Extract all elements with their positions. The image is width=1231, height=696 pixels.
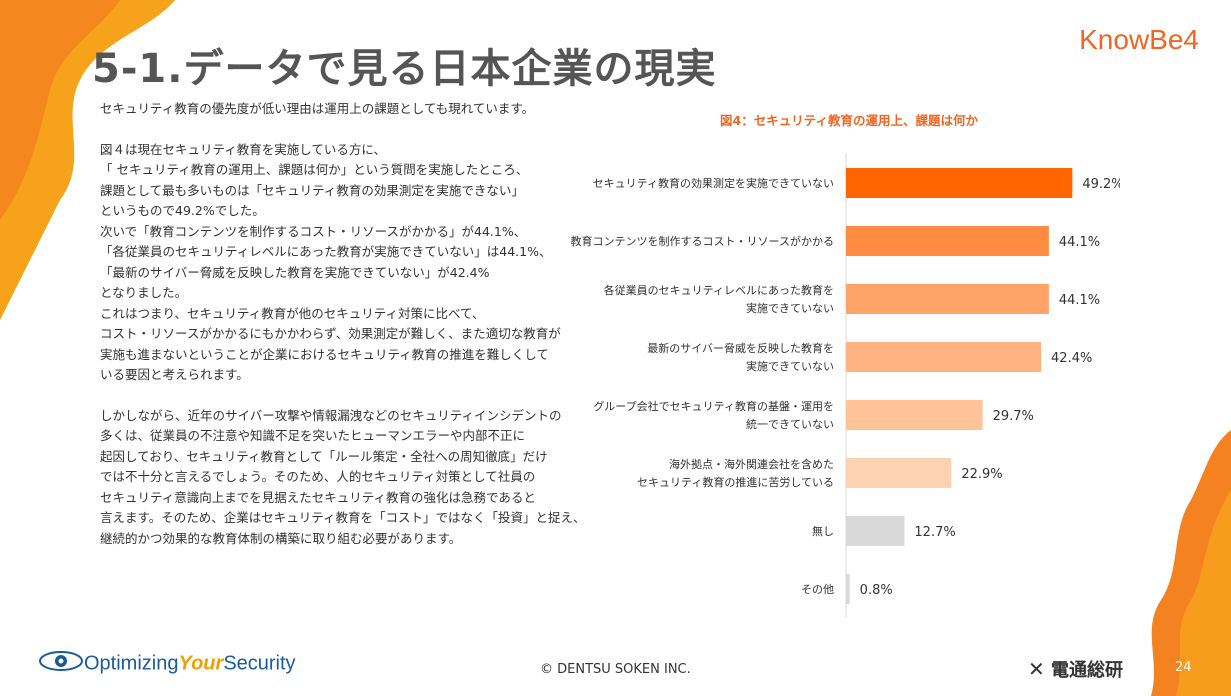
optimizing-your-security-logo: OptimizingYourSecurity	[38, 650, 296, 678]
logo-text-prefix: Optimizing	[84, 652, 179, 675]
data-label: 0.8%	[860, 583, 893, 598]
paragraph-line: 「 セキュリティ教育の運用上、課題は何か」という質問を実施したところ、	[100, 162, 529, 177]
category-label: 教育コンテンツを制作するコスト・リソースがかかる	[571, 234, 834, 248]
paragraph-line: 「各従業員のセキュリティレベルにあった教育が実施できていない」は44.1%、	[100, 244, 552, 259]
bar	[846, 226, 1049, 256]
bar	[846, 516, 905, 546]
paragraph-line: これはつまり、セキュリティ教育が他のセキュリティ対策に比べて、	[100, 305, 485, 321]
category-label: 海外拠点・海外関連会社を含めた	[669, 457, 834, 471]
category-label: セキュリティ教育の効果測定を実施できていない	[593, 176, 834, 190]
data-label: 44.1%	[1059, 293, 1100, 308]
bar	[846, 574, 850, 604]
category-label: 実施できていない	[746, 359, 834, 373]
data-label: 42.4%	[1051, 351, 1092, 366]
category-label: 実施できていない	[746, 301, 834, 315]
bar	[846, 168, 1073, 198]
paragraph-line: 起因しており、セキュリティ教育として「ルール策定・全社への周知徹底」だけ	[100, 448, 548, 464]
paragraph-line: 言えます。そのため、企業はセキュリティ教育を「コスト」ではなく「投資」と捉え、	[100, 510, 586, 525]
bar	[846, 400, 983, 430]
category-label: その他	[801, 583, 834, 596]
dentsu-soken-logo: ✕ 電通総研	[1028, 656, 1123, 682]
eye-icon	[38, 650, 84, 678]
category-label: 無し	[812, 524, 834, 538]
paragraph-line: では不十分と言えるでしょう。そのため、人的セキュリティ対策として社員の	[100, 469, 536, 484]
paragraph-intro: セキュリティ教育の優先度が低い理由は運用上の課題としても現れています。	[100, 101, 535, 116]
category-label: 最新のサイバー脅威を反映した教育を	[647, 341, 834, 355]
data-label: 29.7%	[993, 409, 1034, 424]
paragraph-line: 次いで「教育コンテンツを制作するコスト・リソースがかかる」が44.1%、	[100, 223, 527, 239]
page-title: 5-1.データで見る日本企業の現実	[92, 46, 717, 92]
paragraph-line: 継続的かつ効果的な教育体制の構築に取り組む必要があります。	[100, 530, 462, 546]
bar-chart: 49.2% セキュリティ教育の効果測定を実施できていない 44.1% 教育コンテンツを…	[571, 154, 1120, 618]
bar	[846, 342, 1042, 372]
chart-title: 図4：セキュリティ教育の運用上、課題は何か	[720, 113, 978, 128]
paragraph-line: 課題として最も多いものは「セキュリティ教育の効果測定を実施できない」	[100, 182, 524, 198]
category-label: グループ会社でセキュリティ教育の基盤・運用を	[593, 399, 834, 413]
page-number: 24	[1175, 660, 1192, 675]
paragraph-line: というもので49.2%でした。	[100, 203, 265, 218]
paragraph-line: 図４は現在セキュリティ教育を実施している方に、	[100, 141, 387, 157]
knowbe4-logo: KnowBe4	[1079, 24, 1199, 55]
paragraph-line: セキュリティ意識向上までを見据えたセキュリティ教育の強化は急務であると	[100, 489, 536, 505]
paragraph-line: コスト・リソースがかかるにもかかわらず、効果測定が難しく、また適切な教育が	[100, 326, 561, 341]
data-label: 49.2%	[1082, 177, 1120, 192]
paragraph-line: 多くは、従業員の不注意や知識不足を突いたヒューマンエラーや内部不正に	[100, 428, 526, 443]
paragraph-line: いる要因と考えられます。	[100, 367, 249, 382]
paragraph-line: 実施も進まないということが企業におけるセキュリティ教育の推進を難しくして	[100, 346, 549, 362]
paragraph-line: しかしながら、近年のサイバー攻撃や情報漏洩などのセキュリティインシデントの	[100, 407, 562, 423]
x-mark-icon: ✕	[1028, 657, 1045, 681]
bar	[846, 458, 952, 488]
copyright: © DENTSU SOKEN INC.	[540, 662, 691, 677]
decorative-blob-bottom-right	[1151, 430, 1231, 696]
data-label: 12.7%	[914, 525, 955, 540]
category-label: セキュリティ教育の推進に苦労している	[637, 475, 834, 489]
logo-text-your: Your	[178, 652, 224, 675]
bar	[846, 284, 1049, 314]
body-text: セキュリティ教育の優先度が低い理由は運用上の課題としても現れています。 図４は現…	[100, 99, 586, 550]
category-label: 各従業員のセキュリティレベルにあった教育を	[604, 283, 834, 297]
company-name: 電通総研	[1051, 660, 1124, 681]
paragraph-line: となりました。	[100, 285, 188, 300]
data-label: 44.1%	[1059, 235, 1100, 250]
paragraph-analysis: 図４は現在セキュリティ教育を実施している方に、「 セキュリティ教育の運用上、課題…	[100, 140, 570, 386]
paragraph-line: 「最新のサイバー脅威を反映した教育を実施できていない」が42.4%	[100, 264, 490, 280]
data-label: 22.9%	[961, 467, 1002, 482]
category-label: 統一できていない	[746, 417, 834, 431]
decorative-blob-top-left	[0, 0, 175, 320]
paragraph-conclusion: しかしながら、近年のサイバー攻撃や情報漏洩などのセキュリティインシデントの 多くは…	[100, 406, 586, 550]
logo-text-suffix: Security	[223, 652, 296, 675]
